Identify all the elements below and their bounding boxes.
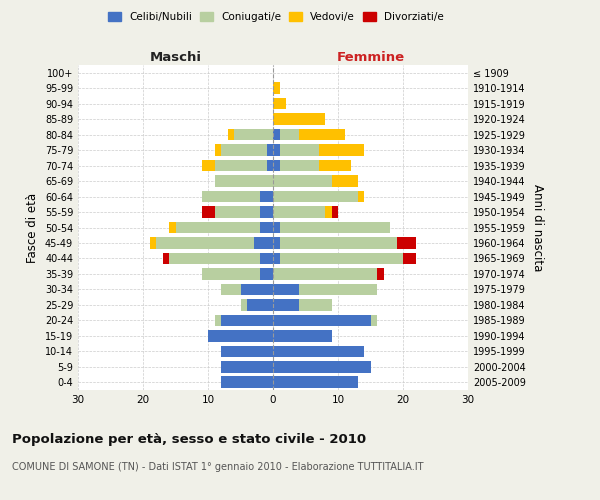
Bar bbox=[260, 206, 273, 218]
Bar bbox=[221, 314, 273, 326]
Bar bbox=[215, 144, 221, 156]
Bar bbox=[325, 206, 331, 218]
Text: COMUNE DI SAMONE (TN) - Dati ISTAT 1° gennaio 2010 - Elaborazione TUTTITALIA.IT: COMUNE DI SAMONE (TN) - Dati ISTAT 1° ge… bbox=[12, 462, 424, 472]
Bar bbox=[331, 176, 358, 187]
Bar bbox=[260, 190, 273, 202]
Bar bbox=[299, 129, 344, 140]
Bar bbox=[273, 129, 280, 140]
Bar bbox=[273, 314, 371, 326]
Bar bbox=[280, 252, 403, 264]
Bar bbox=[163, 252, 169, 264]
Bar bbox=[149, 237, 156, 249]
Bar bbox=[169, 252, 260, 264]
Text: Femmine: Femmine bbox=[337, 51, 404, 64]
Bar bbox=[371, 314, 377, 326]
Bar bbox=[273, 299, 299, 310]
Bar bbox=[208, 330, 273, 342]
Bar bbox=[273, 98, 286, 110]
Bar bbox=[273, 114, 325, 125]
Bar bbox=[273, 190, 358, 202]
Bar bbox=[273, 222, 280, 234]
Bar bbox=[358, 190, 364, 202]
Bar bbox=[227, 129, 234, 140]
Bar bbox=[280, 144, 319, 156]
Bar bbox=[260, 222, 273, 234]
Bar bbox=[273, 82, 280, 94]
Bar bbox=[221, 284, 241, 295]
Bar bbox=[215, 176, 273, 187]
Bar bbox=[241, 299, 247, 310]
Bar bbox=[403, 252, 416, 264]
Bar bbox=[221, 144, 266, 156]
Bar bbox=[280, 129, 299, 140]
Bar bbox=[260, 268, 273, 280]
Bar bbox=[397, 237, 416, 249]
Bar bbox=[176, 222, 260, 234]
Bar bbox=[273, 268, 377, 280]
Bar bbox=[273, 252, 280, 264]
Bar bbox=[273, 144, 280, 156]
Bar bbox=[156, 237, 254, 249]
Bar bbox=[221, 376, 273, 388]
Bar bbox=[319, 144, 364, 156]
Bar bbox=[215, 206, 260, 218]
Bar bbox=[202, 206, 215, 218]
Bar bbox=[215, 314, 221, 326]
Text: Maschi: Maschi bbox=[149, 51, 202, 64]
Bar bbox=[273, 160, 280, 172]
Bar bbox=[254, 237, 273, 249]
Bar bbox=[241, 284, 273, 295]
Bar bbox=[319, 160, 351, 172]
Bar bbox=[273, 176, 331, 187]
Bar bbox=[280, 237, 397, 249]
Bar bbox=[234, 129, 273, 140]
Bar bbox=[273, 284, 299, 295]
Y-axis label: Fasce di età: Fasce di età bbox=[26, 192, 39, 262]
Bar bbox=[202, 160, 215, 172]
Bar bbox=[266, 160, 273, 172]
Bar bbox=[280, 222, 390, 234]
Bar bbox=[377, 268, 383, 280]
Bar bbox=[280, 160, 319, 172]
Bar bbox=[299, 284, 377, 295]
Bar bbox=[273, 237, 280, 249]
Bar bbox=[215, 160, 266, 172]
Bar bbox=[273, 361, 371, 372]
Bar bbox=[273, 206, 325, 218]
Bar bbox=[221, 346, 273, 357]
Bar bbox=[221, 361, 273, 372]
Bar bbox=[202, 268, 260, 280]
Text: Popolazione per età, sesso e stato civile - 2010: Popolazione per età, sesso e stato civil… bbox=[12, 432, 366, 446]
Bar bbox=[331, 206, 338, 218]
Bar bbox=[247, 299, 273, 310]
Y-axis label: Anni di nascita: Anni di nascita bbox=[531, 184, 544, 271]
Bar bbox=[169, 222, 176, 234]
Legend: Celibi/Nubili, Coniugati/e, Vedovi/e, Divorziati/e: Celibi/Nubili, Coniugati/e, Vedovi/e, Di… bbox=[104, 8, 448, 26]
Bar bbox=[273, 376, 358, 388]
Bar bbox=[260, 252, 273, 264]
Bar bbox=[273, 346, 364, 357]
Bar bbox=[273, 330, 331, 342]
Bar bbox=[299, 299, 331, 310]
Bar bbox=[266, 144, 273, 156]
Bar bbox=[202, 190, 260, 202]
